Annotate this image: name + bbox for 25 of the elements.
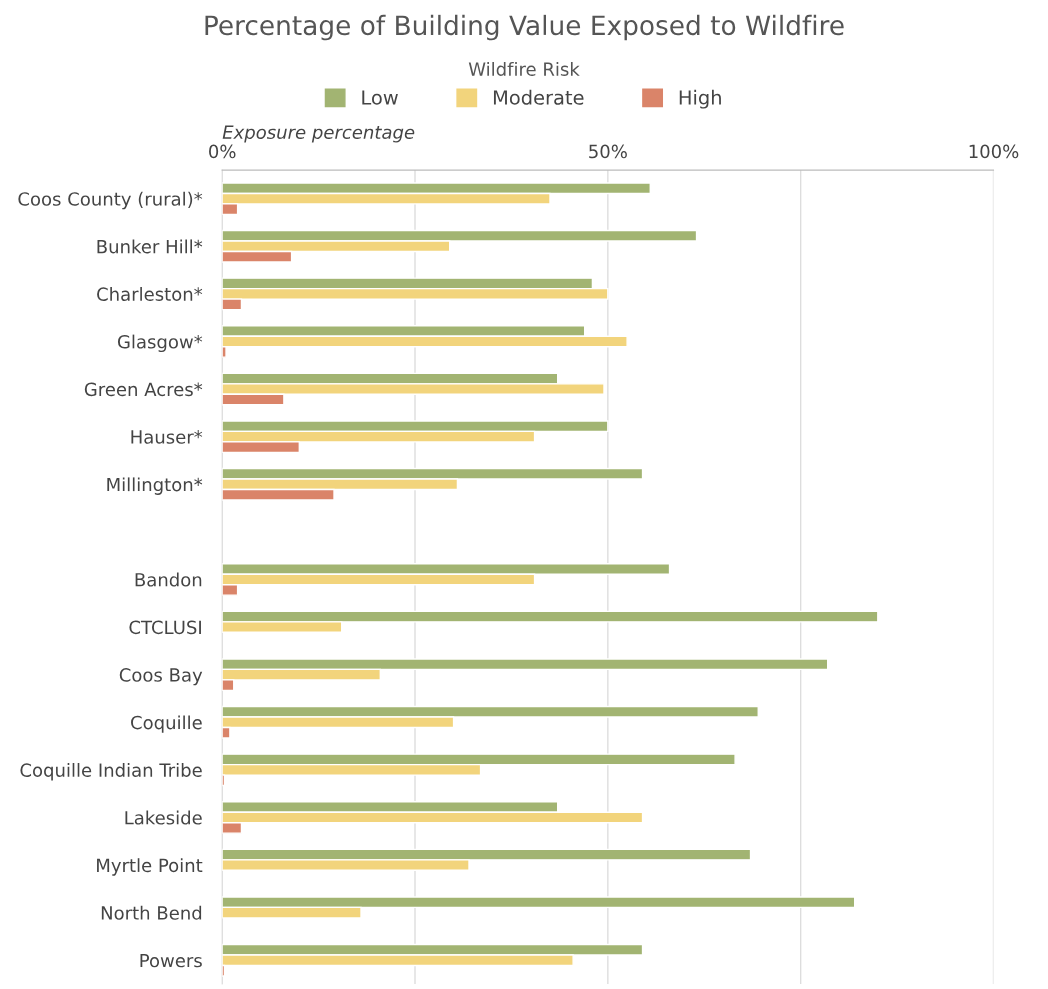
chart-title: Percentage of Building Value Exposed to Wildfire <box>205 14 844 41</box>
y-tick-label: Bandon <box>135 572 202 587</box>
y-tick-label: Lakeside <box>125 810 202 825</box>
y-tick-label: Charleston* <box>97 287 203 301</box>
x-tick-label: 0% <box>209 144 236 159</box>
y-tick-label: Coquille Indian Tribe <box>20 763 202 781</box>
legend-title: Wildfire Risk <box>468 62 580 76</box>
y-tick-label: Powers <box>140 953 202 968</box>
y-tick-label: Bunker Hill* <box>97 239 203 254</box>
y-tick-label: Coquille <box>131 715 202 733</box>
y-tick-label: Hauser* <box>131 430 203 444</box>
y-tick-label: Coos Bay <box>119 668 203 686</box>
legend-label: Low <box>362 90 398 105</box>
y-tick-label: Myrtle Point <box>97 858 203 876</box>
x-axis-title: Exposure percentage <box>222 125 415 143</box>
y-tick-label: Coos County (rural)* <box>18 191 203 210</box>
x-tick-label: 50% <box>589 144 627 159</box>
y-tick-label: Glasgow* <box>117 334 203 353</box>
y-tick-label: Green Acres* <box>84 382 203 397</box>
y-tick-label: North Bend <box>101 905 202 920</box>
legend-label: High <box>679 89 721 109</box>
y-tick-label: Millington* <box>107 477 203 495</box>
legend-label: Moderate <box>493 89 584 105</box>
y-tick-label: CTCLUSI <box>129 620 201 635</box>
x-tick-label: 100% <box>969 144 1019 159</box>
